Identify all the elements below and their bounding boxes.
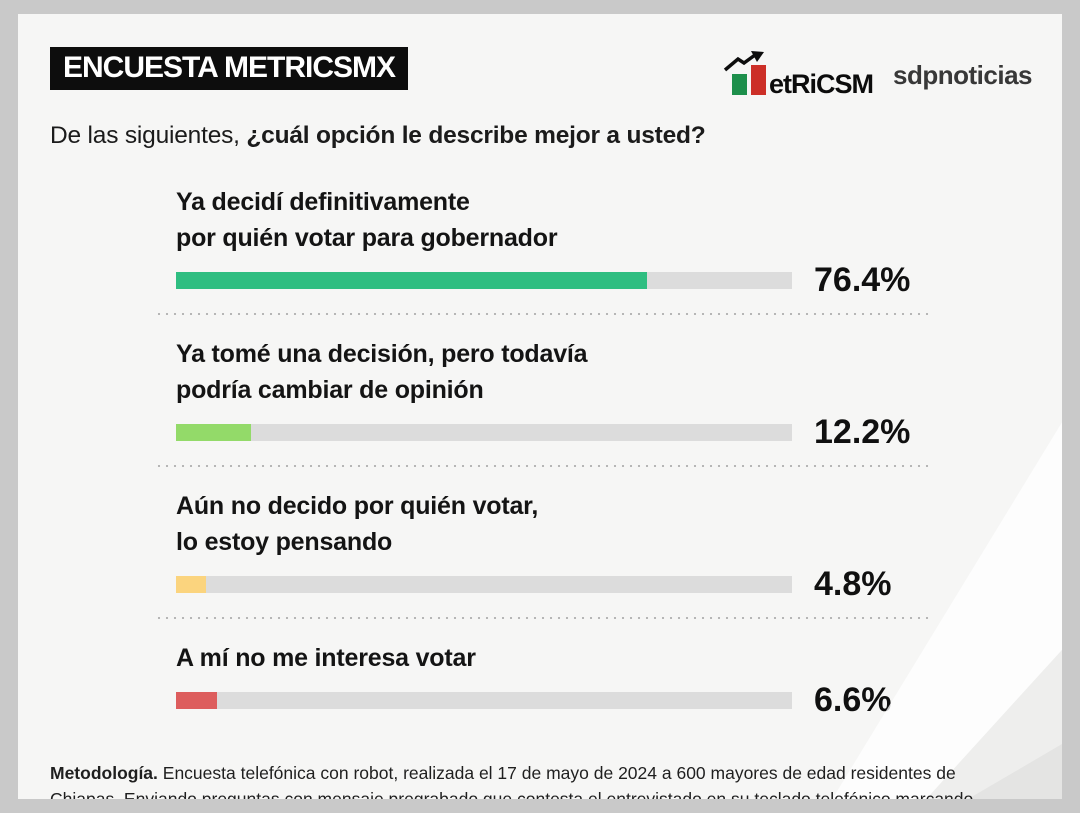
bar-track <box>176 423 792 441</box>
option-label-line: lo estoy pensando <box>176 528 393 556</box>
methodology-text: Encuesta telefónica con robot, realizada… <box>50 763 974 799</box>
sdpnoticias-logo: sdpnoticias <box>893 59 1032 90</box>
value-label: 6.6% <box>814 681 892 719</box>
option-label-line: A mí no me interesa votar <box>176 644 476 672</box>
bar-chart: Ya decidí definitivamente por quién vota… <box>155 184 933 717</box>
brand-logos: etRiCSMX sdpnoticias <box>721 51 1032 99</box>
encuesta-badge: ENCUESTA METRICSMX <box>50 47 409 90</box>
infographic-card: ENCUESTA METRICSMX etRiCSMX sdpnoticias … <box>18 14 1062 799</box>
dotted-separator <box>155 465 933 467</box>
bar-fill <box>176 423 252 441</box>
bar-track <box>176 271 792 289</box>
value-label: 12.2% <box>814 413 911 451</box>
methodology-lead: Metodología. <box>50 763 158 783</box>
bar-row: 12.2% <box>176 415 933 449</box>
dotted-separator <box>155 313 933 315</box>
option-label-line: Ya tomé una decisión, pero todavía <box>176 340 588 368</box>
value-label: 76.4% <box>814 261 911 299</box>
metricsmx-logo: etRiCSMX <box>723 51 873 99</box>
survey-question: De las siguientes, ¿cuál opción le descr… <box>50 122 1030 150</box>
bar-row: 4.8% <box>176 567 933 601</box>
value-label: 4.8% <box>814 565 892 603</box>
question-prefix: De las siguientes, <box>50 122 247 149</box>
chart-row: Ya tomé una decisión, pero todavía podrí… <box>155 336 933 449</box>
logo-arrowhead-icon <box>751 51 765 62</box>
option-label-line: Ya decidí definitivamente <box>176 188 470 216</box>
logo-green-bar-icon <box>732 74 748 95</box>
chart-row: A mí no me interesa votar 6.6% <box>155 640 933 717</box>
option-label: Aún no decido por quién votar, lo estoy … <box>176 488 933 560</box>
chart-row: Ya decidí definitivamente por quién vota… <box>155 184 933 297</box>
option-label-line: Aún no decido por quién votar, <box>176 492 539 520</box>
logo-trend-arrow-icon <box>723 53 757 72</box>
option-label: Ya tomé una decisión, pero todavía podrí… <box>176 336 933 408</box>
bar-fill <box>176 691 217 709</box>
option-label: A mí no me interesa votar <box>176 640 933 676</box>
option-label: Ya decidí definitivamente por quién vota… <box>176 184 933 256</box>
question-emphasis: ¿cuál opción le describe mejor a usted? <box>246 122 706 149</box>
bar-row: 6.6% <box>176 683 933 717</box>
methodology-note: Metodología. Encuesta telefónica con rob… <box>50 761 1030 799</box>
logo-red-bar-icon <box>751 65 767 95</box>
header: ENCUESTA METRICSMX etRiCSMX sdpnoticias <box>50 47 1032 99</box>
chart-row: Aún no decido por quién votar, lo estoy … <box>155 488 933 601</box>
bar-fill <box>176 271 647 289</box>
dotted-separator <box>155 617 933 619</box>
metricsmx-logo-text: etRiCSMX <box>769 69 873 99</box>
bar-fill <box>176 575 206 593</box>
option-label-line: por quién votar para gobernador <box>176 224 558 252</box>
bar-track <box>176 691 792 709</box>
bar-track <box>176 575 792 593</box>
bar-row: 76.4% <box>176 263 933 297</box>
option-label-line: podría cambiar de opinión <box>176 376 484 404</box>
